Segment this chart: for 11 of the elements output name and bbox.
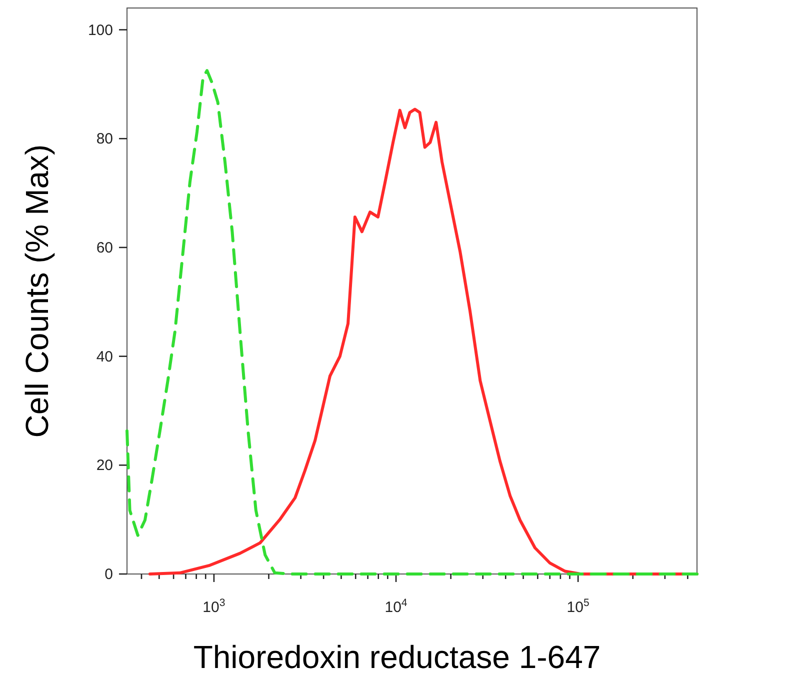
y-tick-label: 60 <box>96 239 113 256</box>
y-tick-label: 100 <box>88 22 113 39</box>
x-tick-label: 10$^{3}$ <box>202 597 226 616</box>
x-tick-label: 10$^{5}$ <box>566 597 590 616</box>
x-axis-title: Thioredoxin reductase 1-647 <box>193 639 601 675</box>
y-tick-label: 20 <box>96 457 113 474</box>
y-tick-label: 80 <box>96 130 113 148</box>
y-tick-label: 40 <box>96 348 113 366</box>
x-tick-label: 10$^{4}$ <box>384 597 408 616</box>
y-axis-title: Cell Counts (% Max) <box>19 144 55 438</box>
y-tick-label: 0 <box>104 566 113 583</box>
